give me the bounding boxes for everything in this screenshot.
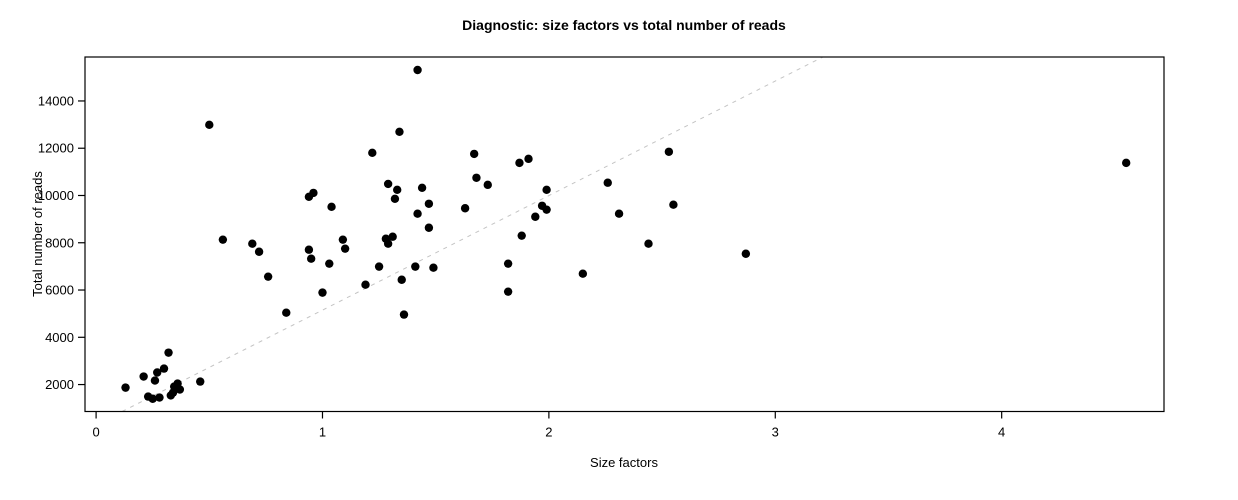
- data-point: [424, 199, 434, 208]
- reference-dashed-line: [121, 56, 824, 412]
- data-point: [397, 275, 406, 284]
- data-point: [515, 158, 524, 168]
- data-point: [399, 310, 409, 319]
- data-point: [148, 394, 157, 403]
- data-point: [390, 194, 400, 203]
- data-point: [139, 372, 148, 381]
- x-tick-label: 1: [319, 425, 326, 440]
- data-point: [263, 272, 273, 281]
- data-point: [392, 185, 402, 195]
- data-point: [413, 209, 422, 218]
- data-point: [254, 247, 264, 256]
- chart-title: Diagnostic: size factors vs total number…: [462, 17, 786, 33]
- x-tick-label: 3: [772, 425, 779, 440]
- data-point: [121, 383, 130, 392]
- data-point: [542, 185, 551, 195]
- data-point: [368, 148, 377, 158]
- data-point: [603, 178, 612, 187]
- y-tick-label: 8000: [45, 235, 74, 250]
- data-point: [469, 149, 479, 159]
- x-tick-label: 0: [92, 425, 99, 440]
- y-axis-label: Total number of reads: [30, 171, 45, 297]
- data-point: [153, 368, 162, 377]
- data-point: [578, 269, 588, 278]
- data-point: [614, 209, 624, 218]
- data-point: [542, 205, 551, 214]
- data-point: [218, 235, 228, 244]
- data-point: [411, 262, 420, 271]
- y-tick-label: 10000: [38, 188, 74, 203]
- data-point: [196, 377, 205, 386]
- data-point: [383, 179, 393, 189]
- data-point: [155, 393, 164, 402]
- y-tick-label: 6000: [45, 283, 74, 298]
- data-point: [150, 376, 160, 385]
- data-point: [524, 154, 533, 164]
- data-point: [318, 288, 327, 297]
- data-point: [503, 287, 513, 296]
- data-point: [413, 65, 422, 75]
- data-point: [164, 348, 173, 357]
- y-axis-ticks: 2000 4000 6000 8000 10000 12000 14000: [38, 93, 85, 392]
- data-point: [664, 147, 674, 156]
- data-point: [325, 259, 334, 268]
- y-tick-label: 12000: [38, 141, 74, 156]
- data-point: [340, 244, 350, 253]
- y-tick-label: 2000: [45, 377, 74, 392]
- data-point: [424, 223, 434, 232]
- data-point: [205, 120, 214, 130]
- data-point: [304, 192, 314, 201]
- data-point: [282, 308, 291, 317]
- data-point: [374, 262, 384, 271]
- data-point: [306, 254, 316, 263]
- data-point: [175, 385, 185, 394]
- x-tick-label: 4: [998, 425, 1005, 440]
- y-tick-label: 14000: [38, 93, 74, 108]
- data-point: [644, 239, 653, 248]
- x-axis-label: Size factors: [590, 455, 658, 470]
- data-point: [531, 212, 540, 221]
- data-point: [383, 239, 393, 248]
- data-point: [472, 173, 481, 182]
- data-point: [248, 239, 257, 248]
- data-point: [327, 202, 336, 212]
- data-point: [395, 127, 404, 136]
- data-point: [460, 204, 470, 213]
- data-point: [429, 263, 438, 272]
- data-point: [388, 232, 397, 241]
- data-point: [338, 235, 348, 244]
- data-point: [159, 364, 169, 373]
- data-point: [741, 249, 751, 258]
- data-point: [361, 280, 370, 289]
- data-point: [304, 245, 314, 254]
- data-point: [417, 183, 427, 193]
- x-axis-ticks: 0 1 2 3 4: [92, 411, 1005, 440]
- data-point: [503, 259, 513, 268]
- x-tick-label: 2: [545, 425, 552, 440]
- data-point: [517, 231, 526, 240]
- data-points-group: [121, 65, 1131, 403]
- data-point: [1121, 158, 1131, 168]
- plot-box: [84, 56, 1165, 413]
- data-point: [669, 200, 678, 209]
- y-tick-label: 4000: [45, 330, 74, 345]
- data-point: [166, 391, 176, 400]
- data-point: [483, 180, 492, 190]
